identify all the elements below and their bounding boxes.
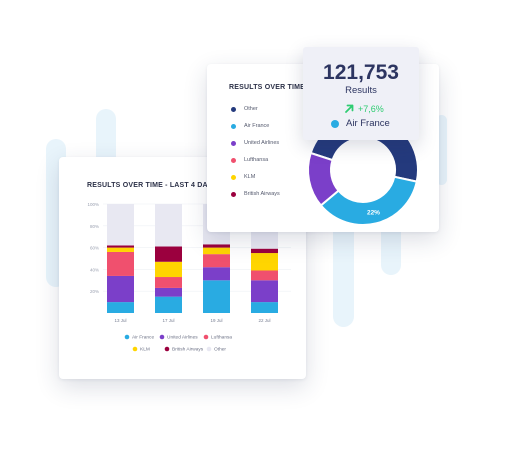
legend-label: British Airways: [172, 347, 204, 353]
legend-label: Air France: [244, 123, 270, 129]
legend-dot: [231, 174, 236, 180]
stat-card: 121,753 Results +7,6% Air France: [303, 47, 419, 140]
bar-segment-klm: [251, 253, 278, 271]
bar-segment-other: [107, 204, 134, 246]
y-tick-label: 20%: [90, 289, 99, 294]
stat-item-label: Air France: [346, 118, 390, 129]
y-tick-label: 60%: [90, 246, 99, 251]
legend-item-air-france: Air France: [231, 121, 269, 131]
stat-item: Air France: [331, 118, 390, 129]
legend-label: KLM: [244, 174, 256, 180]
legend-dot-air-france: [124, 334, 130, 340]
x-tick-label: 13 Jul: [114, 318, 126, 323]
bar-segment-united-airlines: [251, 280, 278, 303]
background-pill: [333, 205, 354, 327]
bar-segment-lufthansa: [155, 277, 182, 288]
x-tick-label: 19 Jul: [210, 318, 222, 323]
bar-segment-klm: [107, 247, 134, 252]
legend-dot: [231, 106, 236, 112]
legend-label: Other: [244, 106, 258, 112]
legend-dot: [231, 123, 236, 129]
legend-item-united-airlines: United Airlines: [231, 138, 279, 148]
bar-segment-british-airways: [251, 248, 278, 254]
legend-label: British Airways: [244, 191, 280, 197]
legend-dot: [231, 157, 236, 163]
legend-dot-lufthansa: [203, 334, 209, 340]
legend-dot-klm: [132, 346, 138, 352]
arrow-up-right-icon: [345, 104, 354, 113]
y-tick-label: 80%: [90, 224, 99, 229]
legend-dot: [231, 140, 236, 146]
legend-item-klm: KLM: [231, 172, 255, 182]
legend-label: KLM: [140, 347, 150, 353]
legend-item-british-airways: British Airways: [231, 189, 280, 199]
bar-chart-card: RESULTS OVER TIME - LAST 4 DAYS 100% 80% 6…: [59, 157, 306, 379]
results-label: Results: [345, 85, 377, 96]
legend-item-lufthansa: Lufthansa: [231, 155, 268, 165]
bar-segment-other: [155, 204, 182, 247]
legend-item-other: Other: [231, 104, 258, 114]
bar-segment-lufthansa: [251, 270, 278, 281]
legend-label: Air France: [132, 335, 154, 341]
slice-label: 22%: [367, 210, 380, 217]
change-indicator: +7,6%: [344, 103, 384, 114]
bar-segment-united-airlines: [107, 275, 134, 303]
legend-dot-united-airlines: [159, 334, 165, 340]
bar-segment-air-france: [203, 280, 230, 313]
bar-segment-air-france: [251, 302, 278, 313]
legend-label: United Airlines: [167, 335, 198, 341]
bar-segment-british-airways: [155, 246, 182, 262]
bar-segment-klm: [155, 261, 182, 278]
change-value: +7,6%: [358, 103, 384, 114]
air-france-dot: [331, 119, 339, 128]
legend-dot-british-airways: [164, 346, 170, 352]
bar-segment-lufthansa: [203, 254, 230, 268]
background-pill: [436, 115, 447, 185]
bar-segment-british-airways: [203, 244, 230, 248]
donut-slice-united-airlines: [307, 151, 340, 207]
bar-segment-air-france: [107, 302, 134, 313]
bar-segment-british-airways: [107, 245, 134, 248]
bar-segment-lufthansa: [107, 251, 134, 276]
legend-label: United Airlines: [244, 140, 280, 146]
results-count: 121,753: [323, 61, 399, 84]
legend-dot: [231, 191, 236, 197]
legend-label: Other: [214, 347, 226, 353]
bar-segment-klm: [203, 247, 230, 255]
bar-segment-united-airlines: [203, 267, 230, 281]
legend-dot-other: [206, 346, 212, 352]
donut-chart-title: RESULTS OVER TIME: [229, 84, 305, 91]
legend-label: Lufthansa: [211, 335, 232, 341]
y-tick-label: 100%: [87, 202, 99, 207]
x-tick-label: 22 Jul: [258, 318, 270, 323]
bar-chart-title: RESULTS OVER TIME - LAST 4 DAYS: [87, 182, 217, 189]
y-tick-label: 40%: [90, 267, 99, 272]
bar-segment-air-france: [155, 296, 182, 313]
x-tick-label: 17 Jul: [162, 318, 174, 323]
legend-label: Lufthansa: [244, 157, 269, 163]
bar-segment-united-airlines: [155, 287, 182, 297]
